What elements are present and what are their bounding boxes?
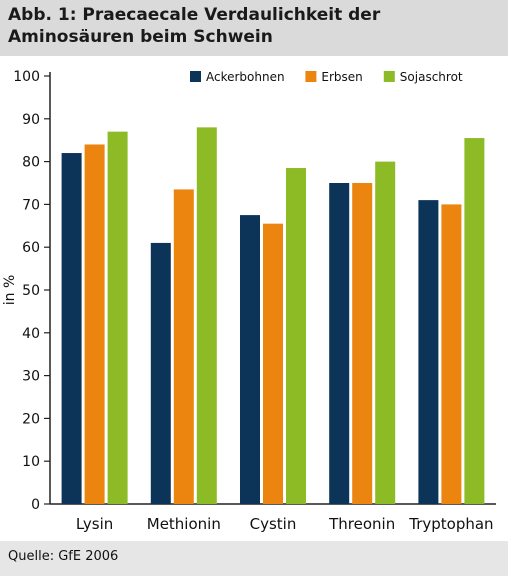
bar-cystin-ackerbohnen (240, 215, 260, 504)
bar-cystin-erbsen (263, 223, 283, 504)
bar-threonin-erbsen (352, 183, 373, 504)
source-note: Quelle: GfE 2006 (8, 549, 119, 564)
y-axis-label: in % (2, 275, 18, 306)
plot-panel: 0 10 20 30 40 50 60 70 80 90 100 in % Lysin Methionin… (0, 56, 508, 541)
y-tick-label-100: 100 (13, 69, 40, 85)
y-tick-label-90: 90 (22, 112, 40, 128)
bar-threonin-sojaschrot (375, 161, 396, 504)
x-tick-label-tryptophan: Tryptophan (408, 515, 493, 533)
y-tick-label-60: 60 (22, 240, 40, 256)
chart-title: Abb. 1: Praecaecale Verdaulichkeit der A… (8, 5, 381, 47)
y-tick-label-20: 20 (22, 411, 40, 427)
bar-methionin-erbsen (173, 189, 194, 505)
bar-cystin-sojaschrot (286, 168, 306, 504)
bar-methionin-ackerbohnen (150, 242, 171, 505)
legend-swatch-sojaschrot (383, 71, 395, 82)
bar-threonin-ackerbohnen (329, 183, 350, 504)
bar-lysin-sojaschrot (107, 131, 128, 504)
y-tick-label-70: 70 (22, 197, 40, 213)
y-tick-label-80: 80 (22, 155, 40, 171)
bar-chart: 0 10 20 30 40 50 60 70 80 90 100 in % Lysin Methionin… (2, 69, 496, 533)
legend-label-sojaschrot: Sojaschrot (400, 70, 463, 84)
y-tick-label-50: 50 (22, 283, 40, 299)
bar-methionin-sojaschrot (196, 127, 217, 505)
y-tick-label-30: 30 (22, 369, 40, 385)
legend-swatch-erbsen (305, 71, 317, 82)
x-tick-label-cystin: Cystin (250, 515, 297, 533)
x-tick-label-methionin: Methionin (147, 515, 221, 533)
legend-swatch-ackerbohnen (190, 71, 201, 82)
bar-tryptophan-sojaschrot (464, 138, 485, 504)
bar-tryptophan-erbsen (441, 204, 462, 504)
bar-tryptophan-ackerbohnen (418, 200, 439, 504)
bar-lysin-erbsen (84, 144, 105, 504)
y-tick-label-10: 10 (22, 454, 40, 470)
legend-label-ackerbohnen: Ackerbohnen (206, 70, 285, 84)
x-tick-label-lysin: Lysin (76, 515, 113, 533)
title-box: Abb. 1: Praecaecale Verdaulichkeit der A… (0, 0, 508, 56)
y-tick-label-0: 0 (31, 497, 40, 513)
bar-lysin-ackerbohnen (61, 153, 82, 504)
y-tick-label-40: 40 (22, 326, 40, 342)
x-tick-label-threonin: Threonin (328, 515, 395, 533)
legend-label-erbsen: Erbsen (321, 70, 362, 84)
